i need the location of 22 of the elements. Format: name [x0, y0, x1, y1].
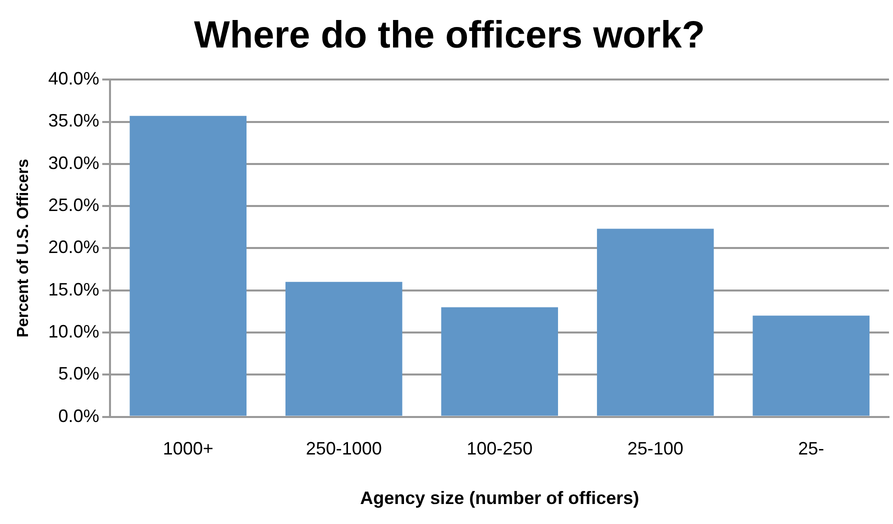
y-tick-label: 25.0% [48, 195, 100, 216]
x-axis-title: Agency size (number of officers) [360, 488, 640, 508]
bar [285, 282, 402, 416]
y-tick-label: 5.0% [58, 364, 100, 384]
y-tick-label: 0.0% [58, 406, 100, 426]
x-tick-label: 250-1000 [306, 438, 382, 459]
bar [441, 307, 558, 416]
x-tick-label: 25- [798, 438, 824, 459]
y-tick-label: 40.0% [48, 68, 100, 89]
y-axis-title: Percent of U.S. Officers [15, 158, 32, 338]
x-tick-label: 25-100 [627, 438, 684, 459]
chart-title: Where do the officers work? [194, 14, 705, 56]
bar [752, 316, 870, 416]
y-tick-label: 15.0% [48, 279, 100, 300]
y-tick-label: 35.0% [48, 110, 100, 131]
bar [596, 228, 714, 416]
y-tick-label: 20.0% [48, 237, 100, 258]
bar [130, 116, 247, 416]
x-tick-label: 1000+ [162, 438, 214, 459]
y-tick-label: 30.0% [48, 152, 100, 173]
y-tick-label: 10.0% [48, 321, 100, 342]
x-tick-label: 100-250 [466, 438, 533, 459]
